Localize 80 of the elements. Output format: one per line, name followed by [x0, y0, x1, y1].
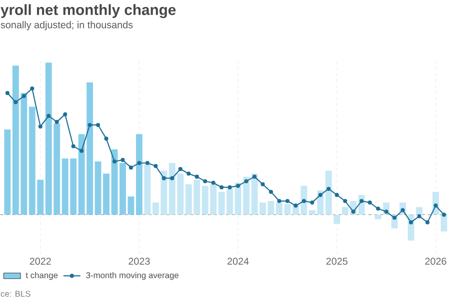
bar [374, 214, 382, 220]
point [442, 212, 446, 217]
point [400, 208, 405, 212]
point [46, 114, 51, 118]
chart-subtitle: sonally adjusted; in thousands [0, 21, 133, 30]
bar [260, 202, 266, 215]
x-tick-label: 2024 [228, 258, 249, 265]
point [417, 214, 422, 218]
chart-title: yroll net monthly change [0, 4, 176, 18]
point [268, 190, 274, 194]
bar [120, 163, 126, 215]
point [145, 160, 150, 166]
x-tick-label: 2023 [128, 258, 150, 265]
point [376, 206, 380, 211]
point [384, 210, 388, 214]
point [434, 204, 438, 208]
point [178, 167, 182, 172]
bar [136, 134, 142, 215]
point [392, 216, 397, 220]
bar [268, 201, 274, 215]
point [112, 159, 117, 164]
bar [440, 214, 448, 232]
point [408, 220, 414, 224]
point [203, 179, 208, 184]
point [162, 176, 166, 180]
point [318, 192, 322, 197]
x-tick-label: 2026 [425, 258, 446, 265]
legend-label: 3-month moving average [86, 272, 178, 280]
point [285, 199, 290, 204]
point [30, 86, 34, 91]
bar [144, 164, 151, 215]
point [38, 124, 42, 129]
point [14, 100, 18, 104]
point [186, 172, 191, 176]
point [368, 200, 372, 205]
bar [416, 207, 422, 215]
bar [251, 174, 258, 215]
point [334, 192, 339, 197]
point [343, 199, 348, 204]
point [128, 166, 134, 170]
bar [111, 149, 118, 215]
bar [94, 162, 102, 215]
point [302, 199, 306, 204]
point [170, 176, 174, 180]
text: ce: BLS [0, 290, 30, 297]
bar [334, 214, 340, 224]
point [277, 199, 282, 204]
bar [103, 174, 110, 215]
point [22, 94, 26, 98]
point [137, 160, 142, 166]
bar [325, 170, 332, 215]
point [260, 182, 265, 186]
point [310, 200, 314, 205]
point [351, 210, 356, 214]
point [211, 180, 216, 185]
point [120, 158, 125, 162]
legend-label: t change [26, 272, 58, 280]
point [96, 122, 100, 128]
point [228, 185, 232, 190]
point [294, 204, 298, 208]
x-tick-label: 2025 [326, 258, 348, 265]
point [80, 148, 84, 153]
point [425, 220, 430, 224]
point [71, 144, 76, 148]
bar [128, 196, 134, 215]
point [360, 199, 364, 204]
point [154, 164, 158, 168]
point [244, 179, 248, 184]
point [104, 136, 108, 141]
point [326, 186, 331, 191]
point [194, 174, 199, 179]
point [5, 91, 10, 96]
point [54, 120, 59, 124]
point [88, 122, 92, 128]
point [252, 174, 257, 179]
point [63, 112, 68, 116]
bar [4, 130, 11, 215]
point [220, 185, 224, 190]
point [236, 184, 240, 188]
x-tick-label: 2022 [30, 258, 51, 265]
